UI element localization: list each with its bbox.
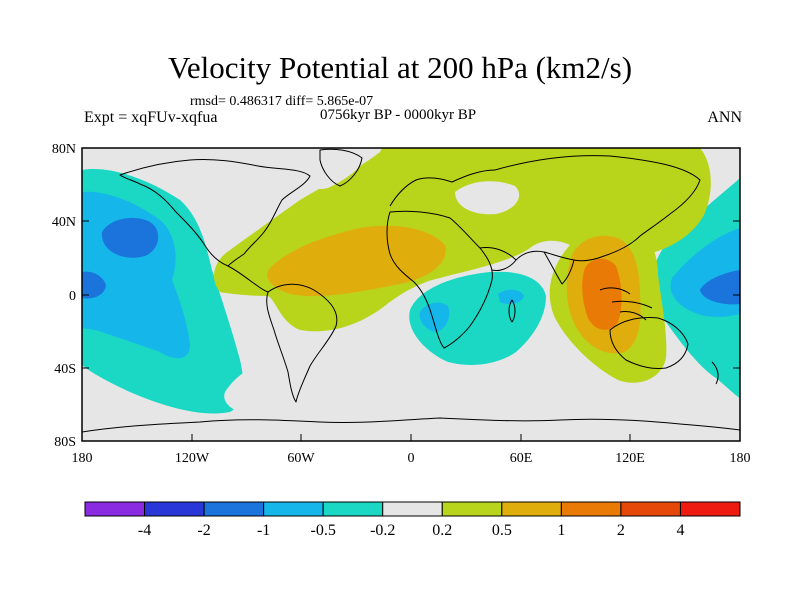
contour-pos-strong-maritime	[582, 258, 622, 330]
coast-australia	[609, 317, 689, 369]
lat-ticks	[82, 147, 740, 442]
contour-field	[82, 148, 740, 441]
colorbar-label-2: -1	[257, 522, 270, 539]
coastlines	[82, 148, 740, 433]
lat-labels: 80N 40N 0 40S 80S	[52, 142, 76, 450]
colorbar-swatch-5	[382, 501, 443, 517]
lon-label-180e: 180	[730, 451, 751, 466]
coast-antarctica	[82, 417, 740, 433]
lon-label-180w: 180	[72, 451, 93, 466]
contour-pos-mid-africa	[267, 225, 446, 297]
lon-label-120e: 120E	[615, 451, 645, 466]
lat-label-80n: 80N	[52, 142, 76, 157]
contour-neg-mid-e	[700, 270, 740, 305]
rmsd-diff-stats: rmsd= 0.486317 diff= 5.865e-07	[190, 94, 374, 109]
map-title: Velocity Potential at 200 hPa (km2/s)	[167, 50, 633, 85]
colorbar-label-3: -0.5	[311, 522, 336, 539]
colorbar-swatch-1	[144, 501, 205, 517]
contour-neutral-central-asia	[455, 181, 520, 215]
coast-asia	[494, 155, 701, 262]
colorbar-swatch-6	[441, 501, 503, 517]
coast-central-america	[227, 265, 269, 293]
colorbar-label-4: -0.2	[370, 522, 395, 539]
lon-ticks	[81, 434, 741, 441]
lon-label-60w: 60W	[287, 451, 315, 466]
coast-greenland	[319, 148, 363, 187]
lon-labels: 180 120W 60W 0 60E 120E 180	[72, 451, 751, 466]
coast-south-america	[266, 283, 338, 403]
colorbar-swatch-10	[679, 501, 741, 517]
colorbar-swatch-3	[263, 501, 324, 517]
coast-north-america	[119, 158, 311, 267]
coast-africa	[386, 210, 493, 349]
colorbar-label-9: 4	[676, 522, 684, 539]
lon-label-60e: 60E	[510, 451, 533, 466]
contour-neutral-north-atlantic	[296, 148, 372, 190]
coast-new-zealand	[711, 361, 719, 385]
season-label: ANN	[707, 109, 742, 126]
contour-neg-mid-w	[82, 271, 106, 299]
contour-neg-light-madagascar	[498, 289, 524, 304]
colorbar-label-6: 0.5	[492, 522, 512, 539]
coast-india	[543, 251, 575, 285]
colorbar-label-0: -4	[138, 522, 151, 539]
lat-label-40s: 40S	[54, 362, 76, 377]
colorbar-label-8: 2	[617, 522, 625, 539]
coast-europe	[389, 169, 496, 207]
colorbar-swatch-4	[322, 501, 384, 517]
time-period-label: 0756kyr BP - 0000kyr BP	[320, 107, 477, 123]
lat-label-80s: 80S	[54, 435, 76, 450]
lon-label-120w: 120W	[175, 451, 210, 466]
experiment-label: Expt = xqFUv-xqfua	[84, 109, 218, 126]
colorbar-label-1: -2	[197, 522, 210, 539]
contour-neg-light-africa	[419, 302, 450, 332]
lat-label-40n: 40N	[52, 215, 76, 230]
colorbar-swatch-9	[620, 501, 681, 517]
contour-neg-mid-nw	[101, 217, 159, 258]
colorbar-swatch-0	[84, 501, 146, 517]
contour-neutral-south-pacific	[224, 361, 304, 412]
colorbar-swatch-2	[203, 501, 265, 517]
colorbar-label-7: 1	[557, 522, 565, 539]
colorbar-label-5: 0.2	[432, 522, 452, 539]
coast-maritime-continent	[599, 287, 653, 321]
coast-madagascar	[508, 299, 516, 323]
colorbar-swatch-7	[501, 501, 562, 517]
lat-label-0: 0	[69, 289, 76, 304]
lon-label-0: 0	[408, 451, 415, 466]
colorbar-swatch-8	[560, 501, 622, 517]
colorbar: -4 -2 -1 -0.5 -0.2 0.2 0.5 1 2 4	[84, 501, 741, 539]
